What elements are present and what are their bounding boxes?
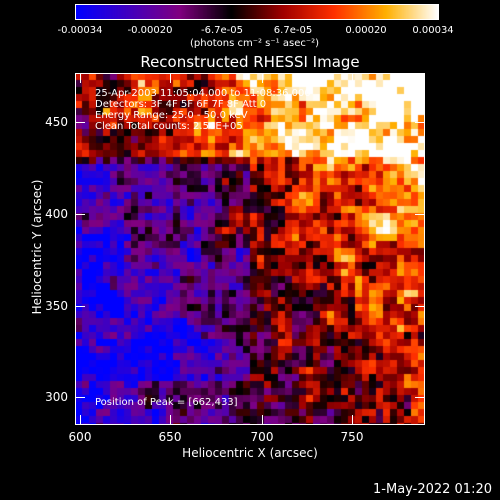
annotation-clean: Clean Total counts: 2.56E+05	[95, 121, 243, 132]
axis-tick-mark	[415, 214, 425, 215]
y-tick-label: 450	[45, 115, 68, 129]
axis-tick-mark	[262, 73, 263, 83]
x-axis-label: Heliocentric X (arcsec)	[182, 446, 318, 460]
colorbar	[75, 4, 439, 20]
timestamp-footer: 1-May-2022 01:20	[373, 482, 492, 497]
axis-tick-mark	[75, 397, 85, 398]
axis-tick-mark	[75, 306, 85, 307]
heatmap-image	[75, 73, 425, 425]
colorbar-tick: -0.00020	[127, 25, 173, 36]
y-axis-label: Heliocentric Y (arcsec)	[30, 179, 44, 315]
axis-tick-mark	[80, 415, 81, 425]
axis-tick-mark	[415, 397, 425, 398]
axis-tick-mark	[415, 306, 425, 307]
y-tick-label: 300	[45, 390, 68, 404]
x-tick-label: 700	[250, 430, 274, 444]
axis-tick-mark	[80, 73, 81, 83]
axis-tick-mark	[75, 122, 85, 123]
axis-tick-mark	[170, 415, 171, 425]
axis-tick-mark	[352, 73, 353, 83]
colorbar-tick: 6.7e-05	[273, 25, 313, 36]
colorbar-tick: 0.00020	[345, 25, 387, 36]
annotation-energy-range: Energy Range: 25.0 - 50.0 keV	[95, 110, 248, 121]
annotation-time-range: 25-Apr-2003 11:05:04.000 to 11:08:36.000	[95, 88, 311, 99]
axis-tick-mark	[352, 415, 353, 425]
axis-tick-mark	[75, 214, 85, 215]
colorbar-tick: 0.00034	[412, 25, 454, 36]
annotation-detectors: Detectors: 3F 4F 5F 6F 7F 8F Att 0	[95, 99, 267, 110]
x-tick-label: 650	[158, 430, 182, 444]
heatmap-plot	[75, 73, 425, 425]
annotation-peak: Position of Peak = [662,433]	[95, 397, 238, 408]
y-tick-label: 400	[45, 207, 68, 221]
axis-tick-mark	[262, 415, 263, 425]
axis-tick-mark	[415, 122, 425, 123]
plot-frame	[75, 73, 425, 425]
colorbar-tick: -6.7e-05	[201, 25, 243, 36]
chart-title: Reconstructed RHESSI Image	[140, 53, 360, 71]
y-tick-label: 350	[45, 299, 68, 313]
colorbar-tick: -0.00034	[57, 25, 103, 36]
axis-tick-mark	[170, 73, 171, 83]
colorbar-units: (photons cm⁻² s⁻¹ asec⁻²)	[190, 38, 320, 49]
x-tick-label: 600	[68, 430, 92, 444]
x-tick-label: 750	[340, 430, 364, 444]
